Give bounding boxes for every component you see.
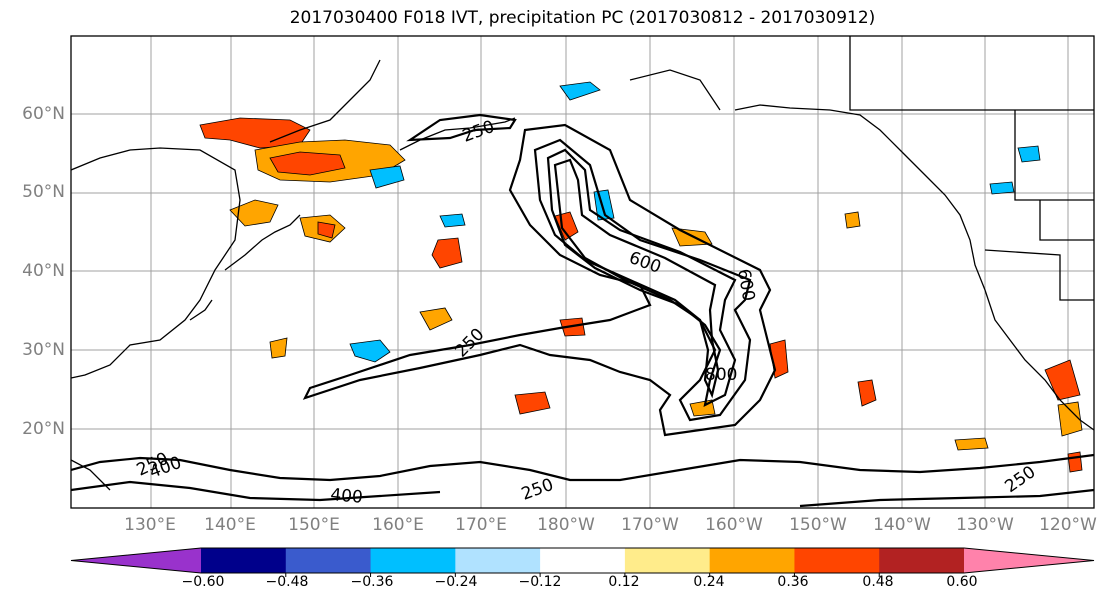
colorbar-segment (455, 548, 541, 573)
contour-label: 600 (626, 248, 663, 278)
lat-label-40n: 40°N (22, 261, 65, 281)
precip-area (317, 221, 336, 239)
lat-label-60n: 60°N (22, 104, 65, 124)
precip-area (1057, 401, 1083, 437)
colorbar-segment (201, 548, 287, 573)
colorbar-tick-label: 0.12 (608, 574, 640, 590)
ivt-contour (553, 158, 720, 399)
contour-label: 250 (451, 324, 488, 361)
contour-label: 800 (705, 365, 737, 385)
precipitation-shading (199, 81, 1083, 473)
lon-label-140w: 140°W (873, 515, 931, 535)
colorbar-tick-label: 0.36 (777, 574, 809, 590)
lat-label-50n: 50°N (22, 182, 65, 202)
colorbar-tick-label: 0.24 (693, 574, 725, 590)
map-title: 2017030400 F018 IVT, precipitation PC (2… (289, 8, 876, 28)
colorbar-segment (370, 548, 456, 573)
lon-label-160w: 160°W (705, 515, 763, 535)
colorbar-outline (70, 547, 1095, 574)
lat-label-20n: 20°N (22, 419, 65, 439)
coastline (399, 117, 516, 151)
contour-label: 250 (460, 117, 497, 147)
lon-label-130w: 130°W (956, 515, 1014, 535)
lon-label-130e: 130°E (124, 515, 176, 535)
colorbar-segment (71, 548, 201, 573)
colorbar-tick-label: −0.60 (181, 574, 225, 590)
precip-area (419, 307, 453, 331)
colorbar-segment (794, 548, 880, 573)
precip-area (1017, 145, 1041, 163)
ivt-contour (799, 488, 1094, 508)
precip-area (431, 237, 463, 269)
colorbar-segment (624, 548, 711, 573)
precip-area (349, 339, 391, 363)
ivt-contour (302, 123, 777, 437)
precip-area (269, 337, 288, 359)
precip-area (369, 165, 405, 189)
contour-label: 600 (733, 267, 758, 302)
coastline (629, 69, 721, 111)
precip-area (989, 181, 1015, 195)
coastline (189, 299, 213, 321)
colorbar-segment (709, 548, 795, 573)
coastline (71, 459, 111, 491)
colorbar-segment (879, 548, 965, 573)
precip-area (559, 81, 601, 101)
coastlines (71, 36, 1094, 491)
precip-area (857, 379, 877, 407)
contour-label: 400 (330, 485, 364, 508)
coastline (269, 59, 381, 143)
colorbar-tick-label: 0.48 (862, 574, 894, 590)
colorbar-tick-label: −0.24 (434, 574, 478, 590)
coastline (71, 147, 241, 379)
colorbar-tick-label: 0.60 (946, 574, 978, 590)
lon-label-160e: 160°E (372, 515, 424, 535)
ivt-contours (71, 113, 1094, 508)
colorbar-segment (285, 548, 372, 573)
ivt-contour (71, 480, 441, 502)
graticule (71, 36, 1094, 508)
precip-area (954, 437, 989, 451)
coastline (849, 36, 1094, 111)
precip-area (229, 199, 279, 227)
lon-label-180w: 180°W (537, 515, 595, 535)
coastline (984, 249, 1094, 301)
ivt-contour (546, 148, 737, 407)
lon-label-140e: 140°E (204, 515, 256, 535)
lon-label-120w: 120°W (1039, 515, 1097, 535)
precip-area (514, 391, 551, 415)
lon-label-150w: 150°W (789, 515, 847, 535)
ivt-contour (406, 113, 517, 142)
colorbar-tick-label: −0.12 (518, 574, 562, 590)
colorbar (70, 547, 1095, 577)
coastline (1014, 110, 1094, 201)
colorbar-tick-label: −0.48 (265, 574, 309, 590)
coastline (224, 214, 301, 271)
lon-label-150e: 150°E (288, 515, 340, 535)
ivt-contour (71, 453, 1094, 482)
colorbar-tick-label: −0.36 (350, 574, 394, 590)
colorbar-segment (540, 548, 626, 573)
contour-label: 250 (519, 475, 556, 505)
coastline (734, 104, 1094, 431)
precip-area (439, 213, 466, 228)
lon-label-170w: 170°W (621, 515, 679, 535)
precip-area (1044, 359, 1081, 401)
precip-area (1067, 451, 1083, 473)
lon-label-170e: 170°E (455, 515, 507, 535)
contour-label: 250 (1001, 462, 1039, 497)
map-frame (70, 35, 1095, 509)
coastline (1039, 200, 1094, 241)
precip-area (844, 211, 861, 229)
lat-label-30n: 30°N (22, 340, 65, 360)
colorbar-segment (964, 548, 1094, 573)
precip-area (269, 151, 346, 176)
